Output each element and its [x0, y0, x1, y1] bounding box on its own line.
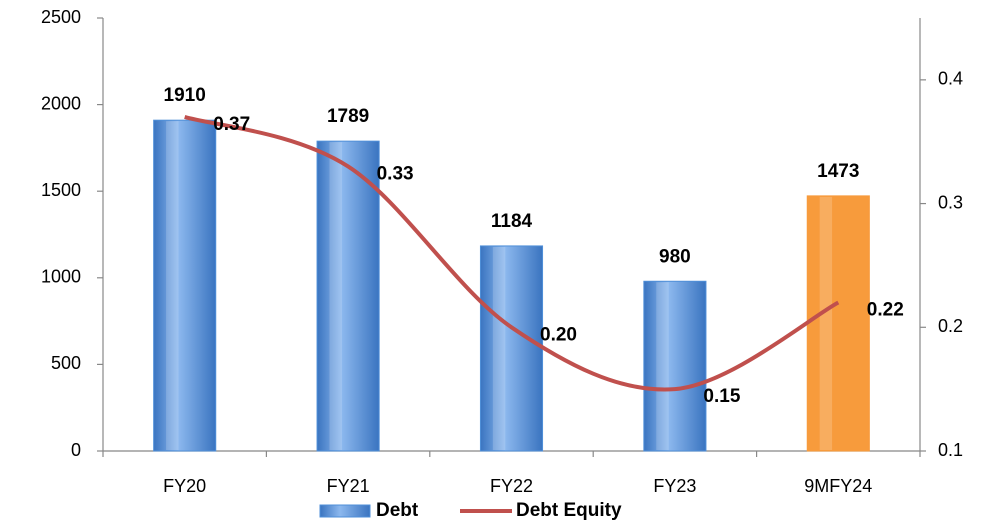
bar-shine — [656, 282, 669, 450]
data-label: 1184 — [491, 211, 533, 232]
y2-tick-label: 0.4 — [938, 69, 963, 89]
data-label: 0.33 — [377, 163, 414, 184]
bar — [479, 245, 544, 452]
x-tick-label: FY20 — [163, 476, 206, 496]
y2-tick-label: 0.2 — [938, 316, 963, 336]
y-tick-label: 2000 — [41, 93, 81, 113]
data-label: 1789 — [327, 106, 369, 127]
data-label: 980 — [659, 246, 691, 267]
legend-label: Debt Equity — [516, 500, 622, 521]
y-tick-label: 500 — [51, 353, 81, 373]
x-tick-label: FY23 — [653, 476, 696, 496]
y-tick-label: 2500 — [41, 7, 81, 27]
bar-shine — [492, 246, 506, 450]
y-tick-label: 0 — [71, 440, 81, 460]
bar — [643, 280, 707, 452]
data-label: 1910 — [164, 85, 206, 106]
line — [184, 115, 840, 392]
y-tick-label: 1500 — [41, 180, 81, 200]
bar-shine — [329, 142, 342, 450]
data-label: 0.15 — [703, 386, 740, 407]
data-label: 0.22 — [867, 300, 904, 321]
legend-swatch — [319, 504, 371, 518]
data-label: 1473 — [817, 161, 859, 182]
legend-label: Debt — [376, 500, 419, 521]
y2-tick-label: 0.3 — [938, 192, 963, 212]
data-label: 0.37 — [213, 114, 250, 135]
x-tick-label: FY21 — [327, 476, 370, 496]
x-tick-label: 9MFY24 — [804, 476, 872, 496]
bar — [316, 140, 380, 452]
bar — [806, 195, 870, 452]
y2-tick-label: 0.1 — [938, 440, 963, 460]
x-tick-label: FY22 — [490, 476, 533, 496]
bar — [153, 119, 217, 452]
bar-shine — [166, 121, 179, 451]
bar-shine — [819, 196, 833, 450]
data-label: 0.20 — [540, 324, 577, 345]
y-tick-label: 1000 — [41, 267, 81, 287]
